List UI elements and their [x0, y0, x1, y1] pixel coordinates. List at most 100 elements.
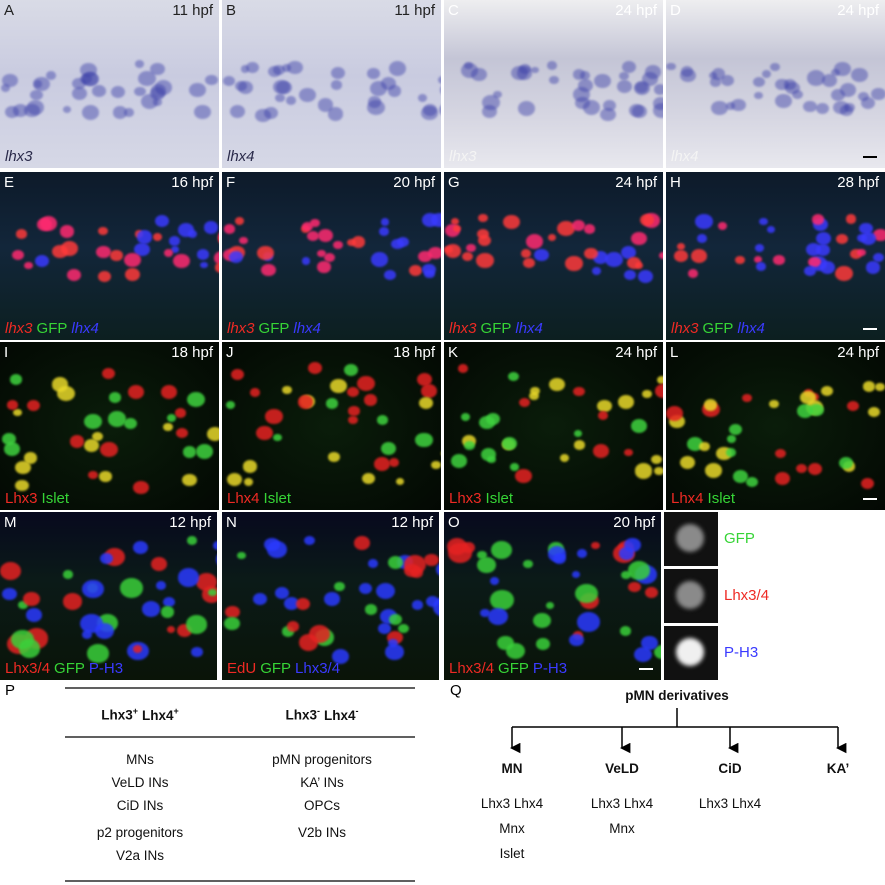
cell-blob — [317, 250, 327, 258]
diagram-root: pMN derivatives — [625, 688, 729, 703]
cell-blob — [234, 217, 245, 226]
caption-word: Lhx3/4 — [5, 660, 51, 677]
cell-blob — [753, 255, 762, 263]
cell-blob — [35, 255, 50, 268]
cell-blob — [522, 559, 533, 569]
cell-blob — [476, 253, 494, 269]
cell-blob — [190, 647, 203, 657]
cell-blob — [594, 73, 612, 88]
cell-blob — [620, 570, 631, 580]
cell-blob — [367, 96, 382, 108]
cell-blob — [276, 80, 292, 95]
cell-blob — [641, 635, 658, 650]
cell-blob — [9, 374, 23, 385]
cell-blob — [385, 644, 404, 660]
cell-blob — [680, 68, 697, 83]
cell-blob — [366, 100, 385, 116]
cell-blob — [132, 644, 143, 653]
cell-blob — [583, 224, 596, 235]
cell-blob — [388, 61, 407, 77]
caption-word: lhx3 — [5, 320, 33, 337]
table-label: P — [5, 682, 16, 699]
cell-blob — [726, 102, 736, 110]
cell-blob — [206, 427, 219, 442]
cell-blob — [261, 263, 277, 277]
cell-blob — [323, 592, 340, 606]
cell-blob — [287, 61, 303, 75]
panel-time: 28 hpf — [837, 174, 879, 191]
caption-word: Islet — [485, 490, 514, 507]
scale-bar — [863, 156, 877, 158]
cell-blob — [547, 233, 557, 241]
cell-blob — [655, 384, 663, 398]
cell-blob — [212, 541, 217, 550]
cell-blob — [711, 100, 729, 115]
cell-blob — [815, 231, 831, 245]
cell-blob — [273, 433, 282, 441]
inset-label: Lhx3/4 — [724, 587, 770, 604]
cell-blob — [304, 535, 315, 545]
cell-blob — [123, 417, 137, 430]
image-panel: N 12 hpf EdU GFP Lhx3/4 — [222, 512, 439, 680]
cell-blob — [227, 472, 243, 486]
cell-blob — [623, 448, 633, 457]
cell-blob — [639, 214, 654, 226]
cell-blob — [460, 413, 470, 421]
cell-blob — [173, 254, 190, 269]
cell-blob — [380, 441, 397, 456]
cell-blob — [274, 587, 289, 600]
cell-blob — [653, 96, 663, 110]
panel-caption: Lhx4 Islet — [227, 490, 295, 507]
cell-blob — [696, 234, 707, 243]
panel-time: 24 hpf — [615, 174, 657, 191]
caption-word: lhx3 — [671, 320, 699, 337]
cell-blob — [361, 472, 375, 484]
cell-blob — [56, 386, 75, 402]
cell-blob — [357, 375, 376, 391]
cell-blob — [679, 455, 695, 469]
cell-blob — [228, 251, 244, 264]
cell-blob — [95, 623, 115, 640]
image-panel: B 11 hpf lhx4 — [222, 0, 441, 168]
cell-blob — [642, 71, 659, 86]
caption-word: lhx4 — [515, 320, 543, 337]
table-cell: CiD INs — [116, 798, 164, 813]
cell-blob — [634, 262, 644, 270]
cell-blob — [658, 252, 663, 260]
cell-blob — [774, 449, 786, 459]
cell-blob — [149, 87, 166, 101]
cell-blob — [423, 103, 438, 116]
cell-blob — [754, 91, 764, 100]
cell-blob — [175, 427, 188, 438]
cell-blob — [451, 454, 468, 468]
inset-label: GFP — [724, 530, 755, 547]
cell-blob — [477, 213, 488, 223]
cell-blob — [301, 257, 311, 265]
cell-blob — [493, 90, 502, 98]
cell-blob — [410, 567, 424, 578]
caption-word: Lhx3/4 — [295, 660, 341, 677]
cell-blob — [82, 579, 105, 599]
cell-blob — [573, 386, 585, 397]
panel-time: 18 hpf — [393, 344, 435, 361]
cell-blob — [815, 103, 829, 115]
panel-caption: lhx3 — [449, 148, 481, 165]
cell-blob — [97, 226, 108, 235]
cell-blob — [99, 471, 112, 482]
cell-blob — [128, 385, 145, 399]
cell-blob — [806, 70, 825, 86]
cell-blob — [417, 94, 427, 103]
cell-blob — [132, 540, 148, 554]
cell-blob — [481, 104, 497, 118]
cell-blob — [797, 404, 814, 418]
cell-blob — [433, 596, 439, 617]
cell-blob — [295, 598, 310, 611]
cell-blob — [452, 224, 461, 232]
cell-blob — [427, 246, 441, 260]
cell-blob — [775, 79, 789, 91]
cell-blob — [599, 108, 616, 122]
cell-blob — [389, 613, 402, 625]
cell-blob — [711, 68, 726, 80]
cell-blob — [380, 76, 397, 90]
cell-blob — [556, 221, 575, 237]
